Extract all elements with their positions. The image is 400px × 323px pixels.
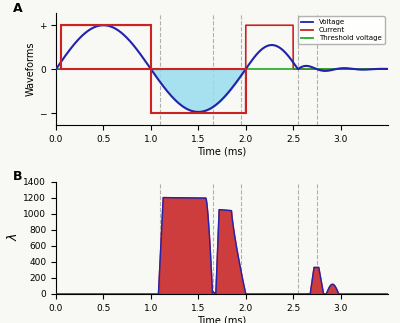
- X-axis label: Time (ms): Time (ms): [197, 316, 247, 323]
- Legend: Voltage, Current, Threshold voltage: Voltage, Current, Threshold voltage: [298, 16, 384, 44]
- Text: A: A: [13, 2, 22, 15]
- Bar: [151, 69, 246, 113]
- Y-axis label: λ: λ: [8, 234, 20, 241]
- Bar: [61, 25, 151, 69]
- Y-axis label: Waveforms: Waveforms: [26, 42, 36, 96]
- Text: B: B: [13, 170, 22, 183]
- X-axis label: Time (ms): Time (ms): [197, 147, 247, 157]
